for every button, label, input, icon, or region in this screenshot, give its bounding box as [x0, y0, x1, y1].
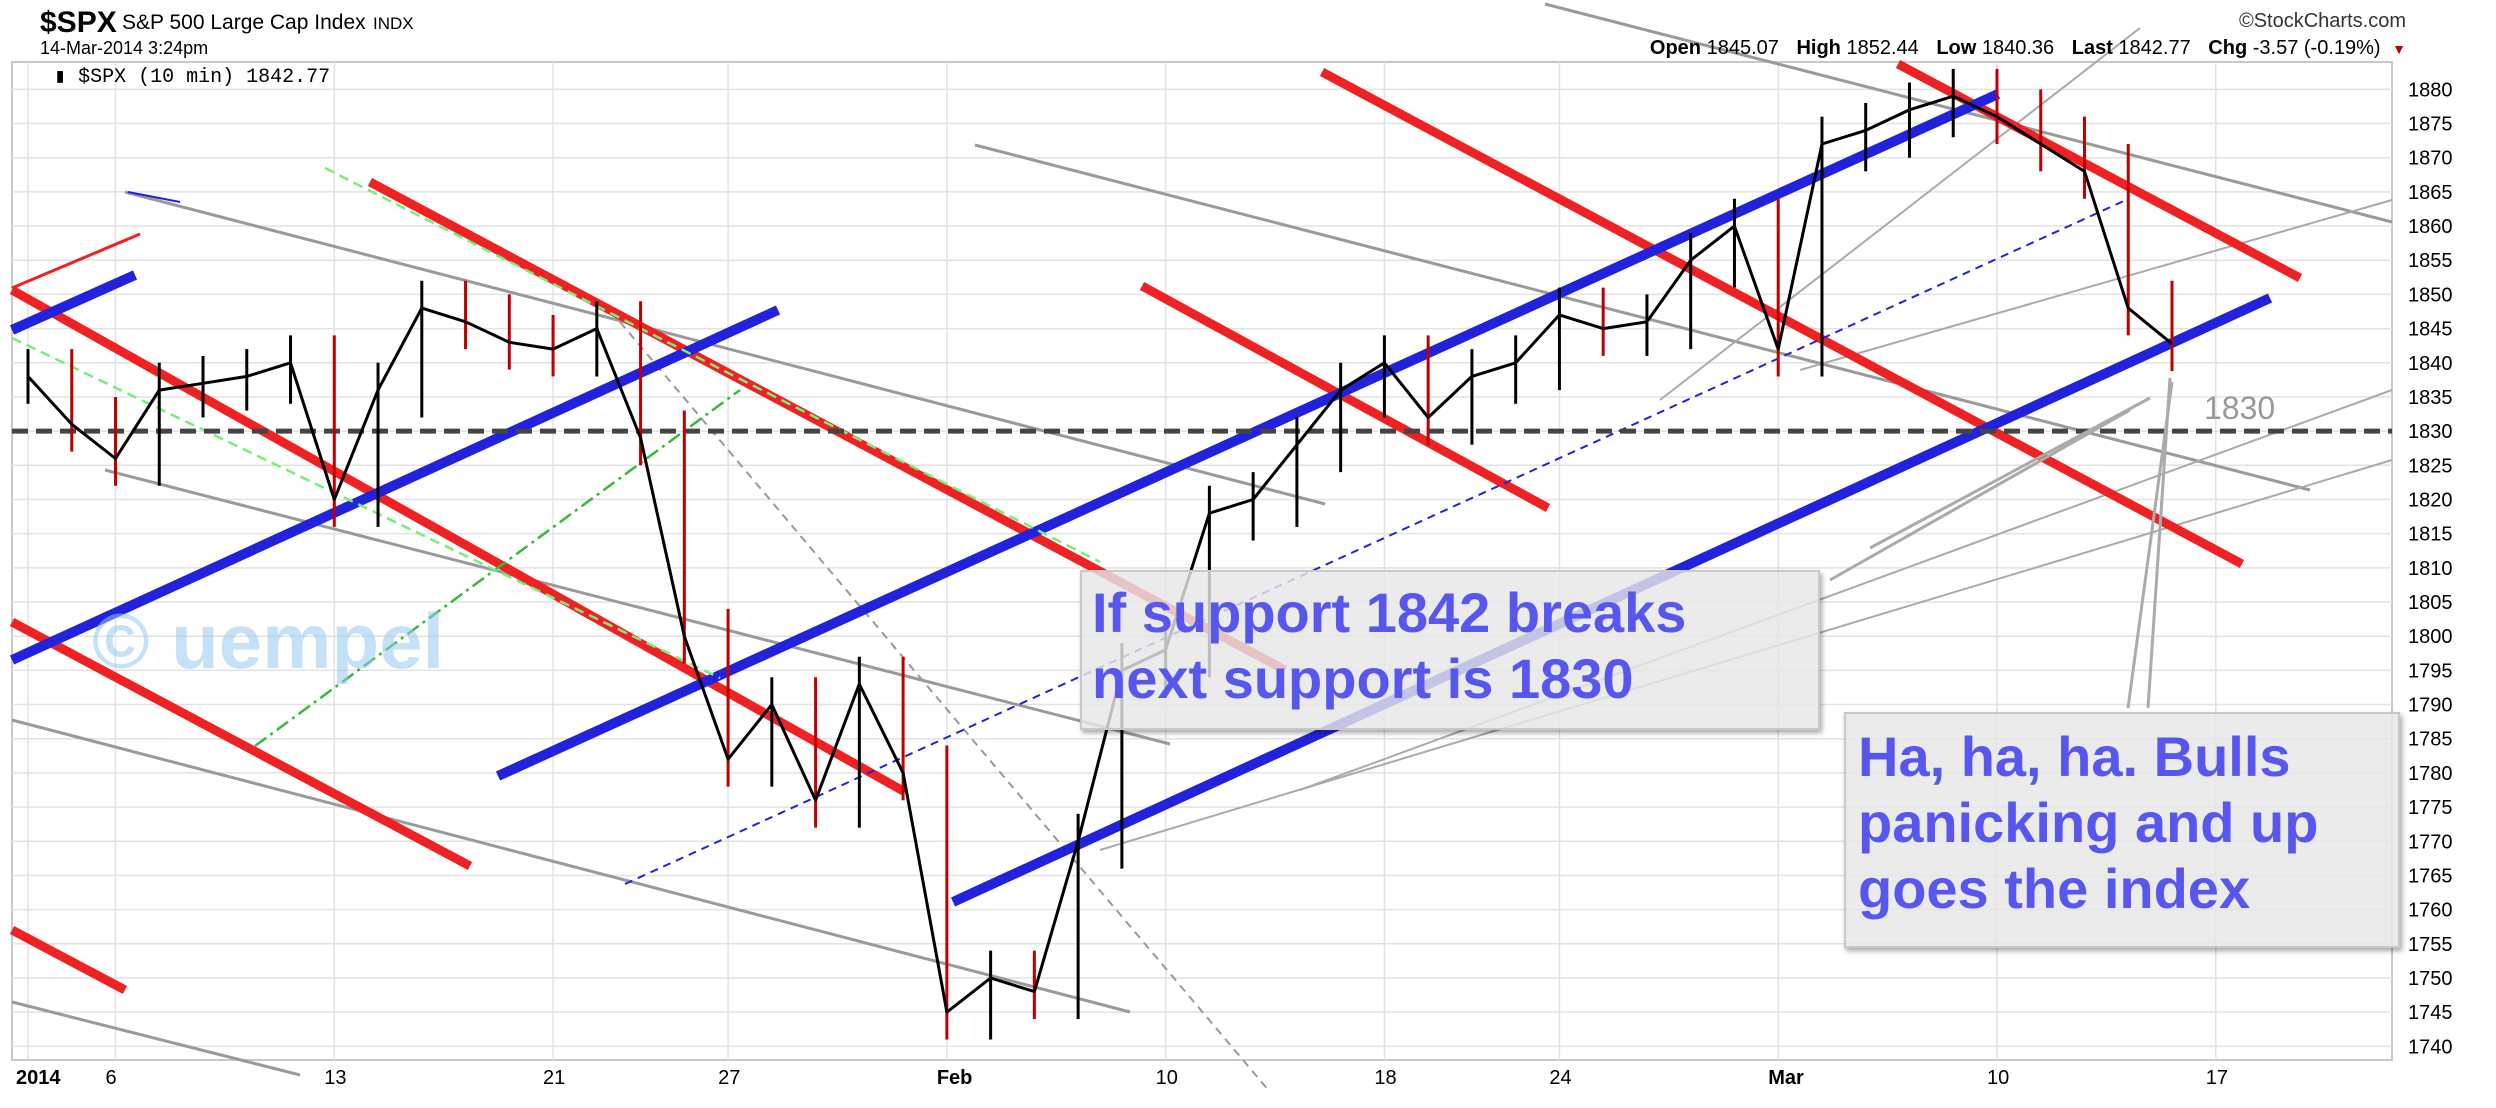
trendline-gray [124, 190, 1326, 506]
y-tick-label: 1795 [2408, 660, 2453, 682]
y-tick-label: 1870 [2408, 148, 2453, 170]
ohlc-readout: Open 1845.07 High 1852.44 Low 1840.36 La… [1638, 37, 2406, 60]
callout-bulls-line-3: goes the index [1858, 857, 2251, 921]
y-axis: 1740 1745 1750 1755 1760 1765 1770 1775 1780 1785… [2408, 79, 2453, 1058]
x-tick-label: 24 [1549, 1067, 1571, 1089]
y-tick-label: 1745 [2408, 1002, 2453, 1024]
y-tick-label: 1830 [2408, 421, 2453, 443]
y-tick-label: 1755 [2408, 934, 2453, 956]
y-tick-label: 1810 [2408, 558, 2453, 580]
trendline-green [324, 166, 1101, 564]
provider-watermark[interactable]: ©StockCharts.com [2238, 10, 2406, 32]
last-value: 1842.77 [2118, 37, 2191, 59]
uptrend-line [9, 270, 138, 335]
support-level-label: 1830 [2204, 390, 2276, 426]
y-tick-label: 1770 [2408, 831, 2453, 853]
callout-pointer [2146, 377, 2172, 709]
uptrend-line [495, 89, 2001, 781]
downtrend-line [9, 286, 908, 796]
callout-bulls-line-2: panicking and up [1858, 791, 2319, 855]
x-tick-label: 10 [1987, 1067, 2009, 1089]
y-tick-label: 1875 [2408, 114, 2453, 136]
y-tick-label: 1880 [2408, 79, 2453, 101]
trendline-green [11, 336, 721, 680]
x-tick-label: 21 [543, 1067, 565, 1089]
x-tick-label: 17 [2206, 1067, 2228, 1089]
x-tick-label: 18 [1374, 1067, 1396, 1089]
x-tick-label: 10 [1156, 1067, 1178, 1089]
price-line [26, 94, 2173, 1014]
downtrend-line [1319, 68, 2245, 568]
exchange-label: INDX [373, 14, 414, 33]
callout-support-line-1: If support 1842 breaks [1092, 581, 1687, 644]
callout-pointer [1829, 408, 2131, 582]
chg-value: -3.57 (-0.19%) [2252, 37, 2381, 59]
uptrend-line [9, 305, 781, 665]
uptrend-line-dashed [624, 199, 2127, 885]
y-tick-label: 1780 [2408, 763, 2453, 785]
y-tick-label: 1785 [2408, 729, 2453, 751]
chg-label: Chg [2208, 37, 2248, 59]
y-tick-label: 1855 [2408, 250, 2453, 272]
x-tick-label: Feb [937, 1067, 973, 1089]
open-label: Open [1649, 37, 1702, 59]
y-tick-label: 1865 [2408, 182, 2453, 204]
y-tick-label: 1840 [2408, 353, 2453, 375]
series-legend: ▮ $SPX (10 min) 1842.77 [54, 63, 330, 89]
downtrend-line-thin [11, 232, 141, 290]
y-tick-label: 1800 [2408, 626, 2453, 648]
trendline-gray [104, 468, 1171, 746]
copyright-watermark: © uempel [92, 597, 445, 685]
callout-bulls: Ha, ha, ha. Bulls panicking and up goes … [1844, 712, 2400, 948]
low-label: Low [1936, 37, 1977, 59]
y-tick-label: 1790 [2408, 695, 2453, 717]
y-tick-label: 1815 [2408, 524, 2453, 546]
fan-line [1659, 27, 2141, 401]
uptrend-line-thin [127, 191, 181, 203]
y-tick-label: 1765 [2408, 865, 2453, 887]
downtrend-line [9, 926, 128, 994]
series-legend-label: $SPX (10 min) 1842.77 [78, 66, 331, 89]
y-tick-label: 1760 [2408, 900, 2453, 922]
chart-datetime: 14-Mar-2014 3:24pm [40, 38, 209, 58]
high-label: High [1796, 37, 1841, 59]
down-arrow-icon: ▼ [2392, 41, 2406, 57]
x-tick-label: 6 [106, 1067, 117, 1089]
callout-support-line-2: next support is 1830 [1092, 647, 1634, 711]
high-value: 1852.44 [1846, 37, 1919, 59]
y-tick-label: 1740 [2408, 1036, 2453, 1058]
y-tick-label: 1845 [2408, 319, 2453, 341]
y-tick-label: 1860 [2408, 216, 2453, 238]
y-tick-label: 1775 [2408, 797, 2453, 819]
open-value: 1845.07 [1706, 37, 1779, 59]
ticker-symbol: $SPX [40, 6, 117, 39]
y-tick-label: 1835 [2408, 387, 2453, 409]
y-tick-label: 1850 [2408, 284, 2453, 306]
x-tick-label: 13 [324, 1067, 346, 1089]
trendline-gray [1544, 2, 2393, 224]
x-axis: 2014 6 13 21 27 Feb 10 18 24 Mar 10 17 [16, 1067, 2228, 1089]
low-value: 1840.36 [1981, 37, 2055, 59]
fan-line [1799, 199, 2393, 371]
y-tick-label: 1805 [2408, 592, 2453, 614]
trendline-gray [11, 718, 1131, 1014]
trendline-gray [11, 1000, 301, 1077]
candlestick-icon: ▮ [54, 66, 67, 89]
downtrend-line [1139, 282, 1551, 512]
y-tick-label: 1820 [2408, 489, 2453, 511]
downtrend-line [1895, 60, 2303, 282]
callout-support: If support 1842 breaks next support is 1… [1080, 570, 1820, 730]
x-tick-label: Mar [1768, 1067, 1804, 1089]
callout-pointer [1869, 396, 2151, 550]
index-name: S&P 500 Large Cap Index [122, 11, 366, 34]
trendline-green [254, 388, 741, 748]
y-tick-label: 1825 [2408, 455, 2453, 477]
last-label: Last [2071, 37, 2113, 59]
x-tick-label: 2014 [16, 1067, 61, 1089]
downtrend-line [9, 618, 473, 870]
y-tick-label: 1750 [2408, 968, 2453, 990]
callout-bulls-line-1: Ha, ha, ha. Bulls [1858, 725, 2291, 788]
x-tick-label: 27 [718, 1067, 740, 1089]
